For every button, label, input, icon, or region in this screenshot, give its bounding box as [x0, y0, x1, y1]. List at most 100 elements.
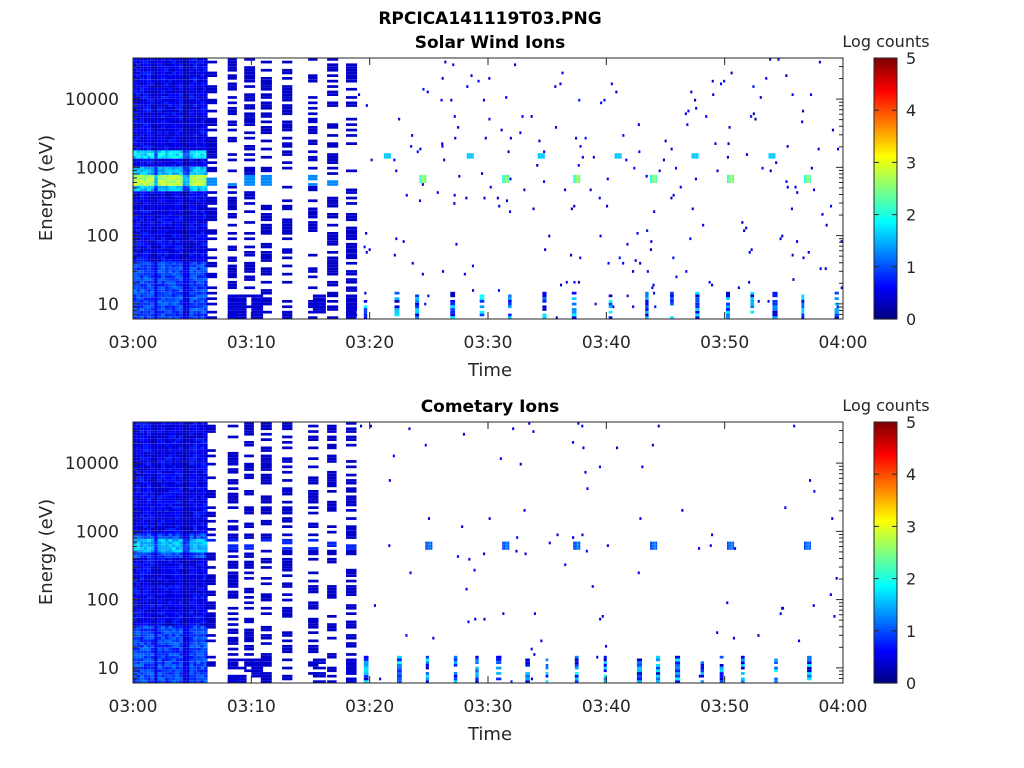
spectrogram-cell — [260, 226, 272, 230]
spectrogram-cell — [477, 79, 480, 83]
spectrogram-cell — [193, 58, 197, 61]
spectrogram-cell — [140, 60, 144, 64]
spectrogram-cell — [140, 183, 144, 186]
spectrogram-cell — [282, 280, 293, 284]
spectrogram-cell — [140, 615, 144, 618]
spectrogram-cell — [196, 202, 201, 205]
spectrogram-cell — [133, 226, 137, 230]
spectrogram-cell — [175, 615, 180, 618]
spectrogram-cell — [175, 636, 180, 640]
spectrogram-cell — [179, 139, 183, 143]
spectrogram-cell — [189, 215, 194, 219]
spectrogram-cell — [179, 506, 183, 509]
spectrogram-cell — [164, 432, 169, 436]
spectrogram-cell — [282, 68, 293, 72]
spectrogram-cell — [471, 264, 474, 268]
spectrogram-cell — [168, 93, 172, 96]
spectrogram-cell — [196, 579, 201, 583]
spectrogram-cell — [186, 79, 190, 83]
spectrogram-cell — [136, 655, 141, 659]
spectrogram-cell — [423, 174, 425, 178]
spectrogram-cell — [645, 291, 649, 295]
spectrogram-cell — [164, 568, 169, 572]
spectrogram-cell — [157, 530, 162, 534]
spectrogram-cell — [189, 462, 194, 466]
spectrogram-cell — [227, 267, 237, 270]
spectrogram-cell — [193, 177, 197, 181]
spectrogram-cell — [182, 221, 187, 224]
spectrogram-cell — [179, 237, 183, 241]
spectrogram-cell — [175, 577, 180, 580]
spectrogram-cell — [154, 503, 158, 507]
spectrogram-cell — [308, 302, 318, 306]
spectrogram-cell — [140, 422, 144, 425]
spectrogram-cell — [453, 202, 456, 205]
spectrogram-cell — [133, 120, 137, 124]
spectrogram-cell — [140, 278, 144, 281]
spectrogram-cell — [189, 234, 194, 238]
spectrogram-cell — [133, 511, 137, 515]
spectrogram-cell — [189, 98, 194, 102]
spectrogram-cell — [136, 664, 141, 667]
spectrogram-cell — [161, 449, 165, 452]
spectrogram-cell — [161, 666, 165, 670]
spectrogram-cell — [172, 620, 176, 624]
spectrogram-cell — [244, 172, 256, 175]
spectrogram-cell — [189, 585, 194, 588]
spectrogram-cell — [204, 237, 208, 241]
spectrogram-cell — [179, 525, 183, 528]
spectrogram-cell — [164, 503, 169, 507]
spectrogram-cell — [498, 204, 501, 208]
spectrogram-cell — [465, 196, 468, 200]
spectrogram-cell — [711, 283, 714, 287]
spectrogram-cell — [481, 172, 484, 175]
spectrogram-cell — [136, 305, 141, 309]
spectrogram-cell — [179, 647, 183, 651]
spectrogram-cell — [157, 560, 162, 564]
spectrogram-cell — [136, 210, 141, 213]
spectrogram-cell — [172, 438, 176, 441]
spectrogram-cell — [172, 85, 176, 88]
spectrogram-cell — [308, 166, 318, 170]
spectrogram-cell — [282, 310, 293, 314]
spectrogram-cell — [200, 87, 204, 91]
spectrogram-cell — [193, 128, 197, 132]
colorbar-segment — [874, 201, 897, 205]
spectrogram-cell — [686, 123, 689, 126]
spectrogram-cell — [189, 449, 194, 452]
spectrogram-cell — [179, 533, 183, 537]
spectrogram-cell — [157, 193, 162, 197]
spectrogram-cell — [175, 123, 180, 126]
spectrogram-cell — [227, 310, 247, 314]
spectrogram-cell — [189, 275, 194, 279]
spectrogram-cell — [179, 191, 183, 194]
spectrogram-cell — [140, 650, 144, 654]
spectrogram-cell — [147, 264, 151, 268]
spectrogram-cell — [179, 158, 183, 162]
spectrogram-cell — [193, 555, 197, 558]
spectrogram-cell — [189, 63, 194, 67]
spectrogram-cell — [164, 96, 169, 99]
spectrogram-cell — [645, 297, 649, 300]
spectrogram-cell — [691, 207, 694, 211]
spectrogram-cell — [150, 538, 155, 542]
spectrogram-cell — [327, 232, 339, 235]
spectrogram-cell — [196, 634, 201, 637]
spectrogram-cell — [204, 177, 208, 181]
spectrogram-cell — [161, 644, 165, 648]
spectrogram-cell — [502, 177, 504, 181]
spectrogram-cell — [168, 60, 172, 64]
spectrogram-cell — [147, 112, 151, 116]
spectrogram-cell — [168, 563, 172, 567]
spectrogram-cell — [150, 60, 155, 64]
spectrogram-cell — [161, 495, 165, 499]
spectrogram-cell — [161, 166, 165, 170]
spectrogram-cell — [150, 215, 155, 219]
spectrogram-cell — [244, 253, 256, 257]
spectrogram-cell — [196, 134, 201, 137]
plot-frame — [132, 57, 844, 320]
spectrogram-cell — [150, 658, 155, 662]
spectrogram-cell — [164, 153, 169, 156]
spectrogram-cell — [193, 139, 197, 143]
spectrogram-cell — [168, 280, 172, 284]
